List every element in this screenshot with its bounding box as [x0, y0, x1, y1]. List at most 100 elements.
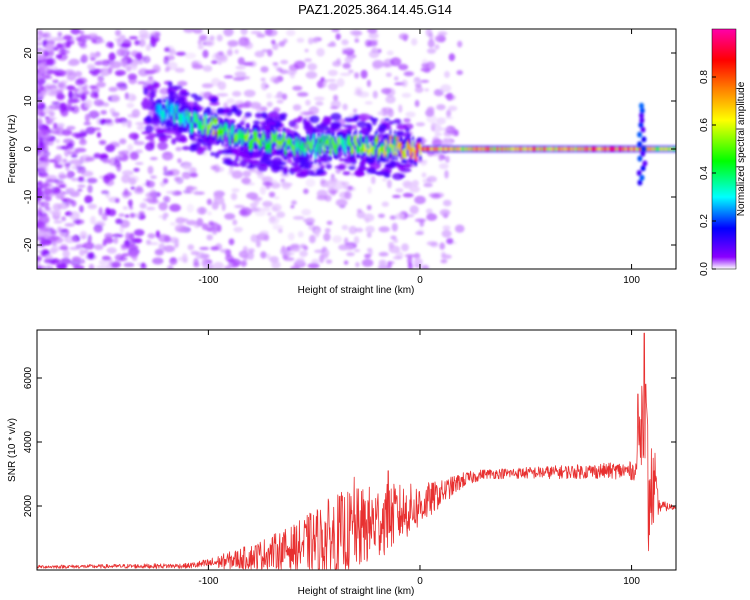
noise-blob	[37, 212, 40, 217]
ridge-core	[173, 113, 176, 124]
ridge-core	[167, 106, 170, 119]
noise-blob	[44, 195, 52, 202]
ridge-core	[461, 147, 464, 151]
ridge-core	[535, 147, 537, 151]
noise-blob	[139, 202, 147, 209]
noise-blob	[93, 99, 105, 107]
ridge-core	[376, 134, 378, 145]
ridge-core	[511, 147, 513, 151]
ridge-core	[592, 147, 594, 151]
noise-blob	[336, 78, 345, 87]
noise-blob	[210, 246, 219, 251]
noise-blob	[409, 205, 419, 215]
noise-blob	[414, 86, 424, 93]
noise-blob	[162, 178, 169, 184]
noise-blob	[45, 174, 58, 181]
noise-blob	[71, 236, 77, 243]
noise-blob	[163, 245, 176, 253]
ridge-core	[467, 147, 470, 151]
noise-blob	[344, 244, 354, 251]
noise-blob	[45, 42, 54, 52]
x-tick-label: -100	[198, 576, 218, 587]
spectrogram-y-ticks: -20 -10 0 10 20	[23, 47, 676, 252]
noise-blob	[250, 234, 259, 243]
noise-blob	[339, 72, 352, 76]
ridge-core	[422, 147, 425, 151]
noise-blob	[441, 229, 452, 238]
noise-blob	[75, 166, 83, 170]
noise-blob	[55, 139, 60, 143]
noise-blob	[71, 256, 82, 263]
ridge-core	[589, 147, 591, 151]
noise-blob	[80, 94, 85, 100]
noise-blob	[209, 35, 215, 41]
ridge-core	[601, 147, 603, 151]
noise-blob	[102, 159, 111, 164]
noise-blob	[401, 243, 409, 252]
noise-blob	[91, 39, 97, 44]
noise-blob	[385, 95, 396, 104]
ridge-core	[521, 147, 524, 151]
noise-blob	[135, 121, 147, 126]
noise-blob	[457, 40, 463, 48]
noise-blob	[50, 85, 59, 94]
ridge-core	[620, 147, 623, 151]
noise-blob	[142, 55, 151, 64]
noise-blob	[58, 174, 68, 179]
noise-blob	[401, 79, 408, 88]
ridge-core	[179, 113, 182, 126]
noise-blob	[405, 111, 416, 118]
noise-blob	[128, 199, 133, 208]
noise-blob	[411, 179, 419, 187]
y-tick-label: 2000	[23, 494, 34, 517]
noise-blob	[268, 191, 276, 198]
ridge-core	[421, 147, 423, 151]
noise-blob	[129, 206, 134, 210]
ridge-core	[232, 125, 234, 134]
ridge-core	[187, 115, 189, 124]
noise-blob	[295, 257, 305, 264]
noise-blob	[305, 178, 316, 188]
noise-blob	[149, 138, 155, 148]
ridge-core	[157, 103, 159, 114]
noise-blob	[316, 80, 327, 89]
ridge-scatter-blob	[375, 171, 387, 176]
noise-blob	[88, 263, 95, 269]
ridge-scatter-blob	[299, 159, 307, 164]
ridge-core	[245, 133, 248, 142]
noise-blob	[92, 52, 100, 59]
ridge-core	[445, 147, 447, 151]
spectrogram-x-label: Height of straight line (km)	[298, 285, 415, 296]
ridge-core	[412, 141, 414, 152]
ridge-scatter-blob	[261, 111, 268, 118]
ridge-core	[508, 147, 510, 151]
noise-blob	[402, 192, 414, 198]
noise-blob	[260, 77, 266, 82]
ridge-core	[169, 100, 171, 113]
ridge-core	[356, 142, 359, 153]
noise-blob	[55, 54, 63, 59]
ridge-core	[380, 144, 383, 152]
ridge-core	[307, 135, 309, 144]
noise-blob	[100, 110, 107, 115]
noise-blob	[62, 191, 72, 195]
noise-blob	[440, 84, 452, 93]
ridge-core	[400, 142, 402, 154]
noise-blob	[96, 220, 105, 225]
ridge-scatter-blob	[208, 102, 221, 106]
ridge-scatter-blob	[179, 89, 187, 94]
ridge-core	[256, 131, 258, 144]
noise-blob	[111, 94, 121, 103]
noise-blob	[348, 69, 354, 74]
ridge-core	[410, 147, 413, 159]
noise-blob	[125, 65, 132, 72]
ridge-core	[227, 128, 230, 137]
noise-blob	[43, 265, 54, 269]
noise-blob	[114, 69, 127, 76]
ridge-scatter-blob	[360, 127, 371, 131]
ridge-scatter-blob	[287, 158, 293, 164]
ridge-core	[262, 131, 264, 141]
ridge-core	[314, 147, 317, 159]
noise-blob	[79, 30, 85, 36]
ridge-scatter-blob	[313, 129, 325, 134]
